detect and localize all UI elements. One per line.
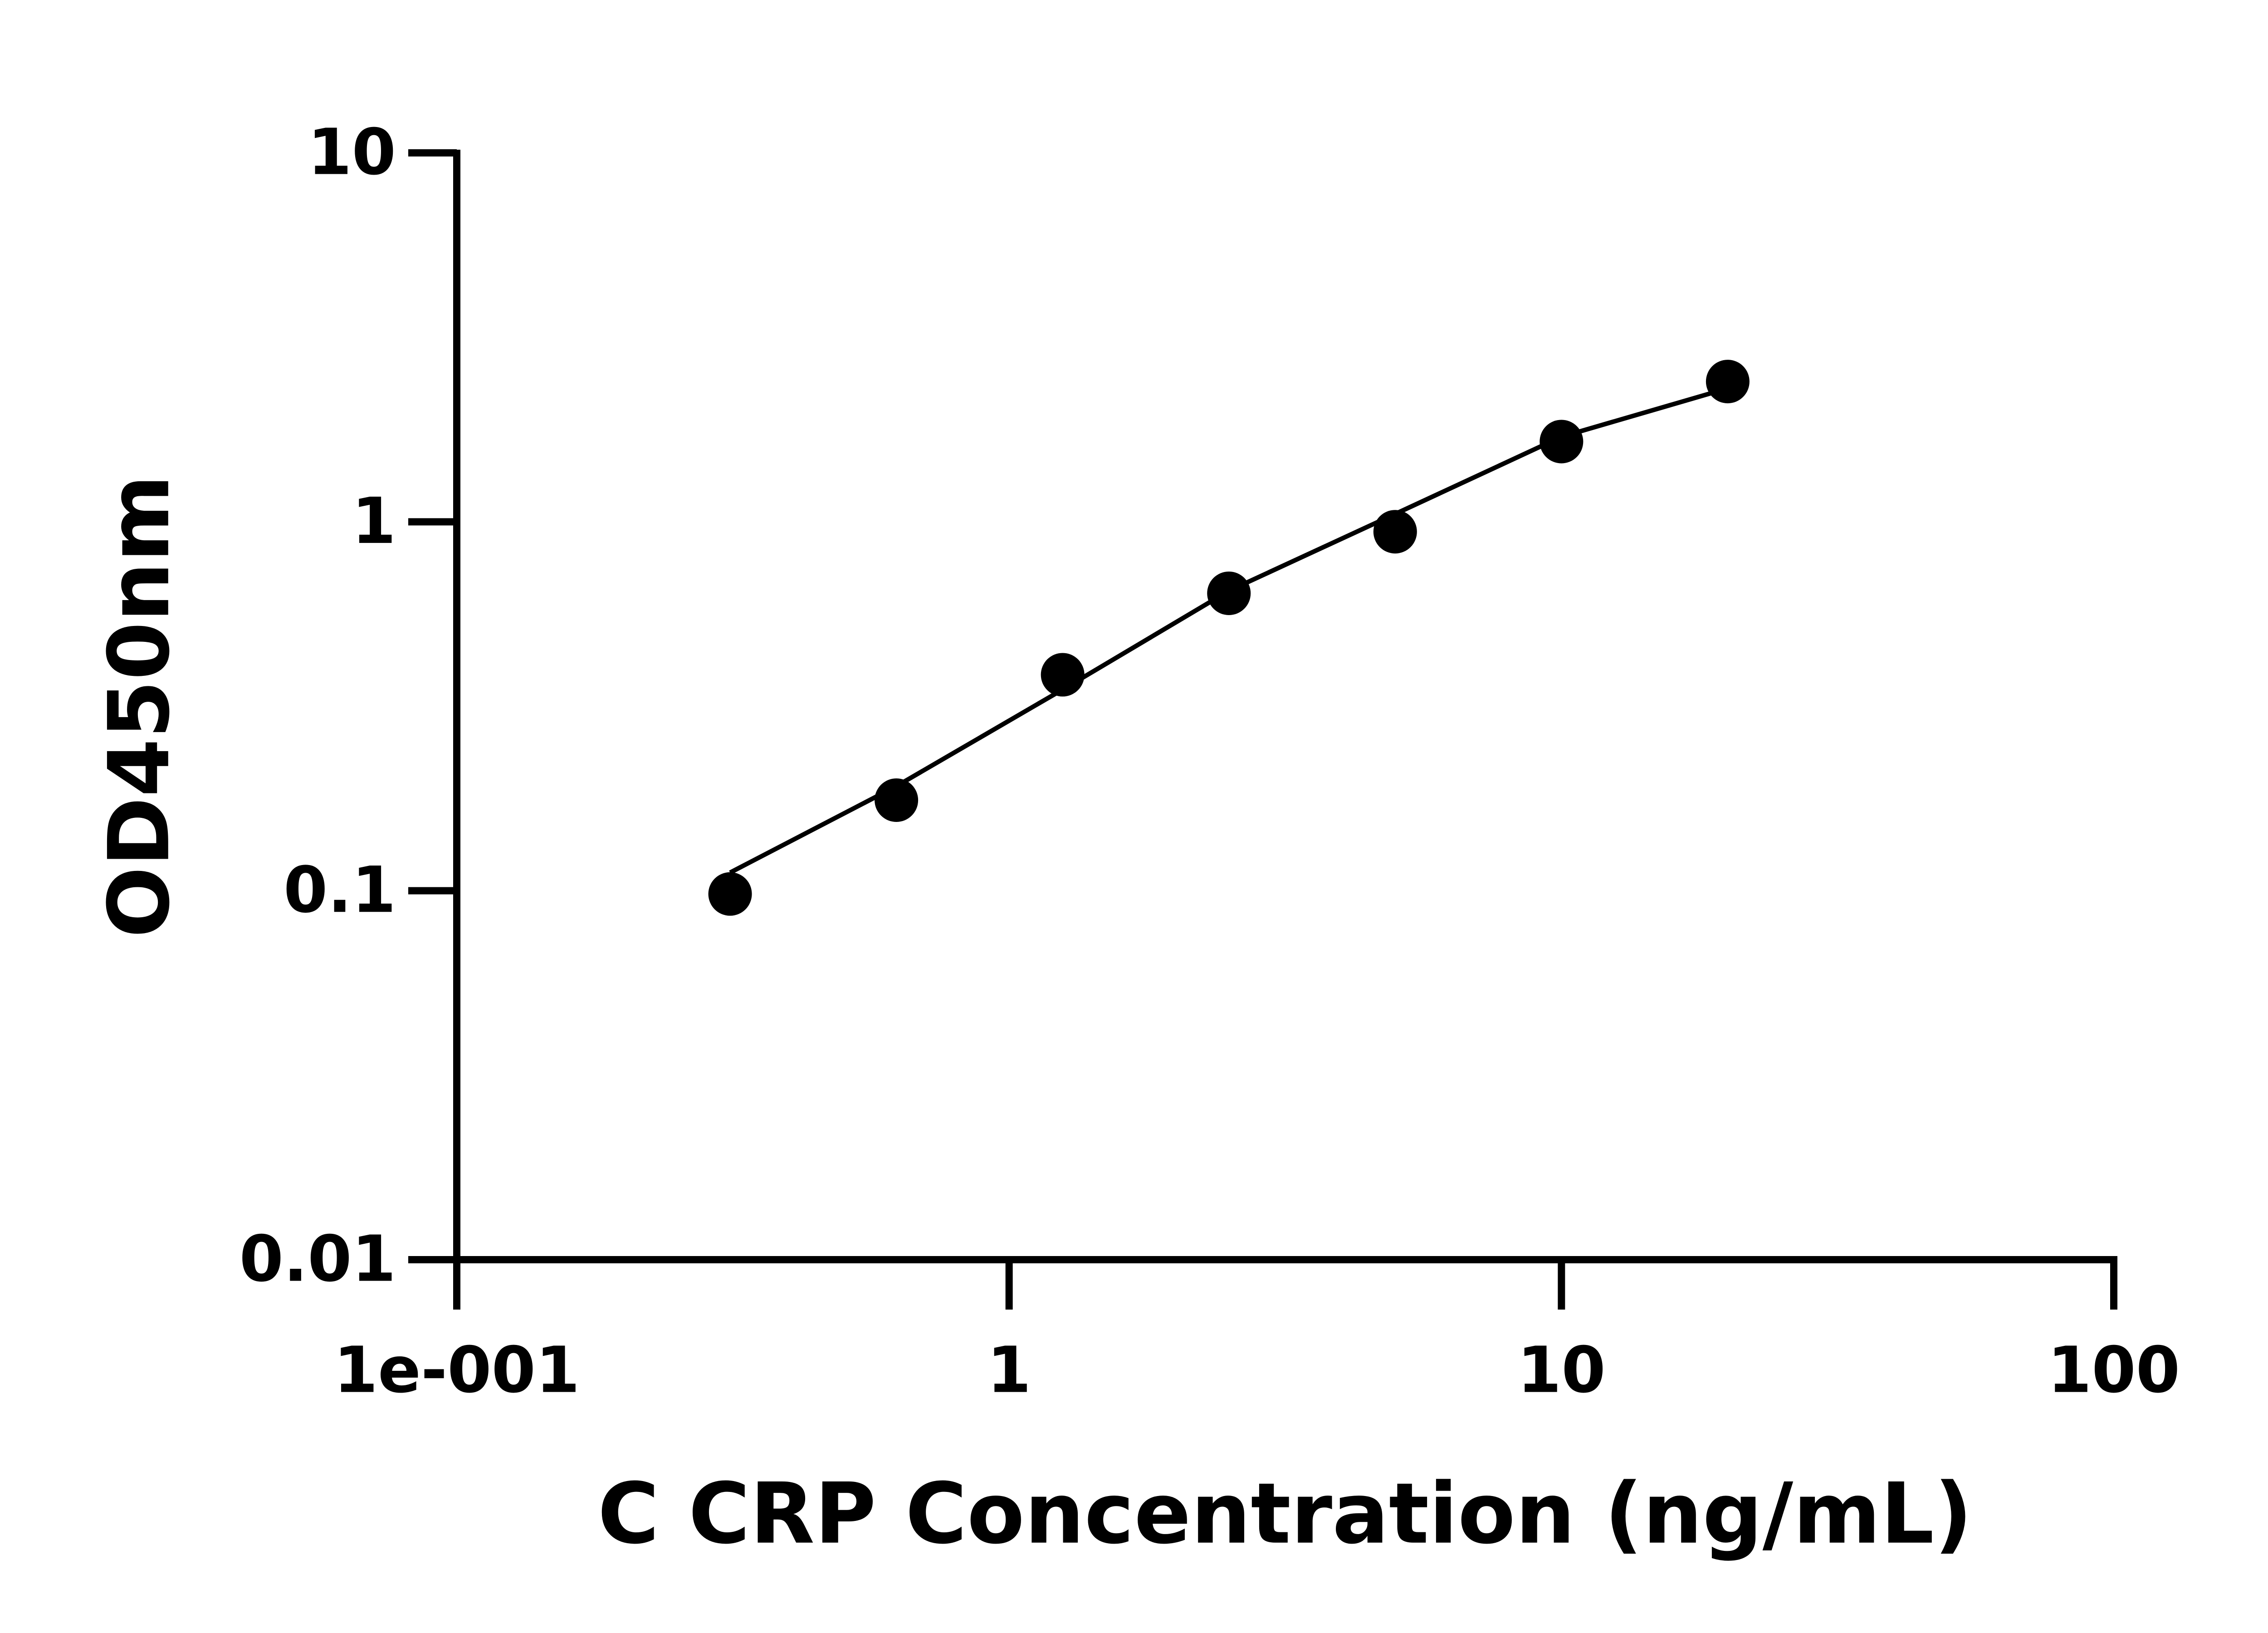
data-point [875, 778, 919, 822]
y-tick-label: 0.1 [284, 853, 396, 927]
y-tick-label: 10 [308, 116, 396, 190]
data-point [1041, 653, 1085, 697]
x-tick-label: 100 [2048, 1334, 2180, 1408]
y-axis-title: OD450nm [90, 474, 188, 938]
data-point [1373, 510, 1417, 554]
y-tick-label: 1 [352, 484, 396, 558]
data-point [1706, 360, 1750, 404]
x-tick-label: 10 [1517, 1334, 1606, 1408]
x-tick-label: 1e-001 [334, 1334, 580, 1408]
data-point [708, 872, 752, 916]
y-tick-label: 0.01 [240, 1222, 396, 1296]
x-axis-title: C CRP Concentration (ng/mL) [598, 1465, 1973, 1563]
data-point [1207, 571, 1251, 615]
x-tick-label: 1 [987, 1334, 1031, 1408]
data-point [1540, 420, 1584, 464]
